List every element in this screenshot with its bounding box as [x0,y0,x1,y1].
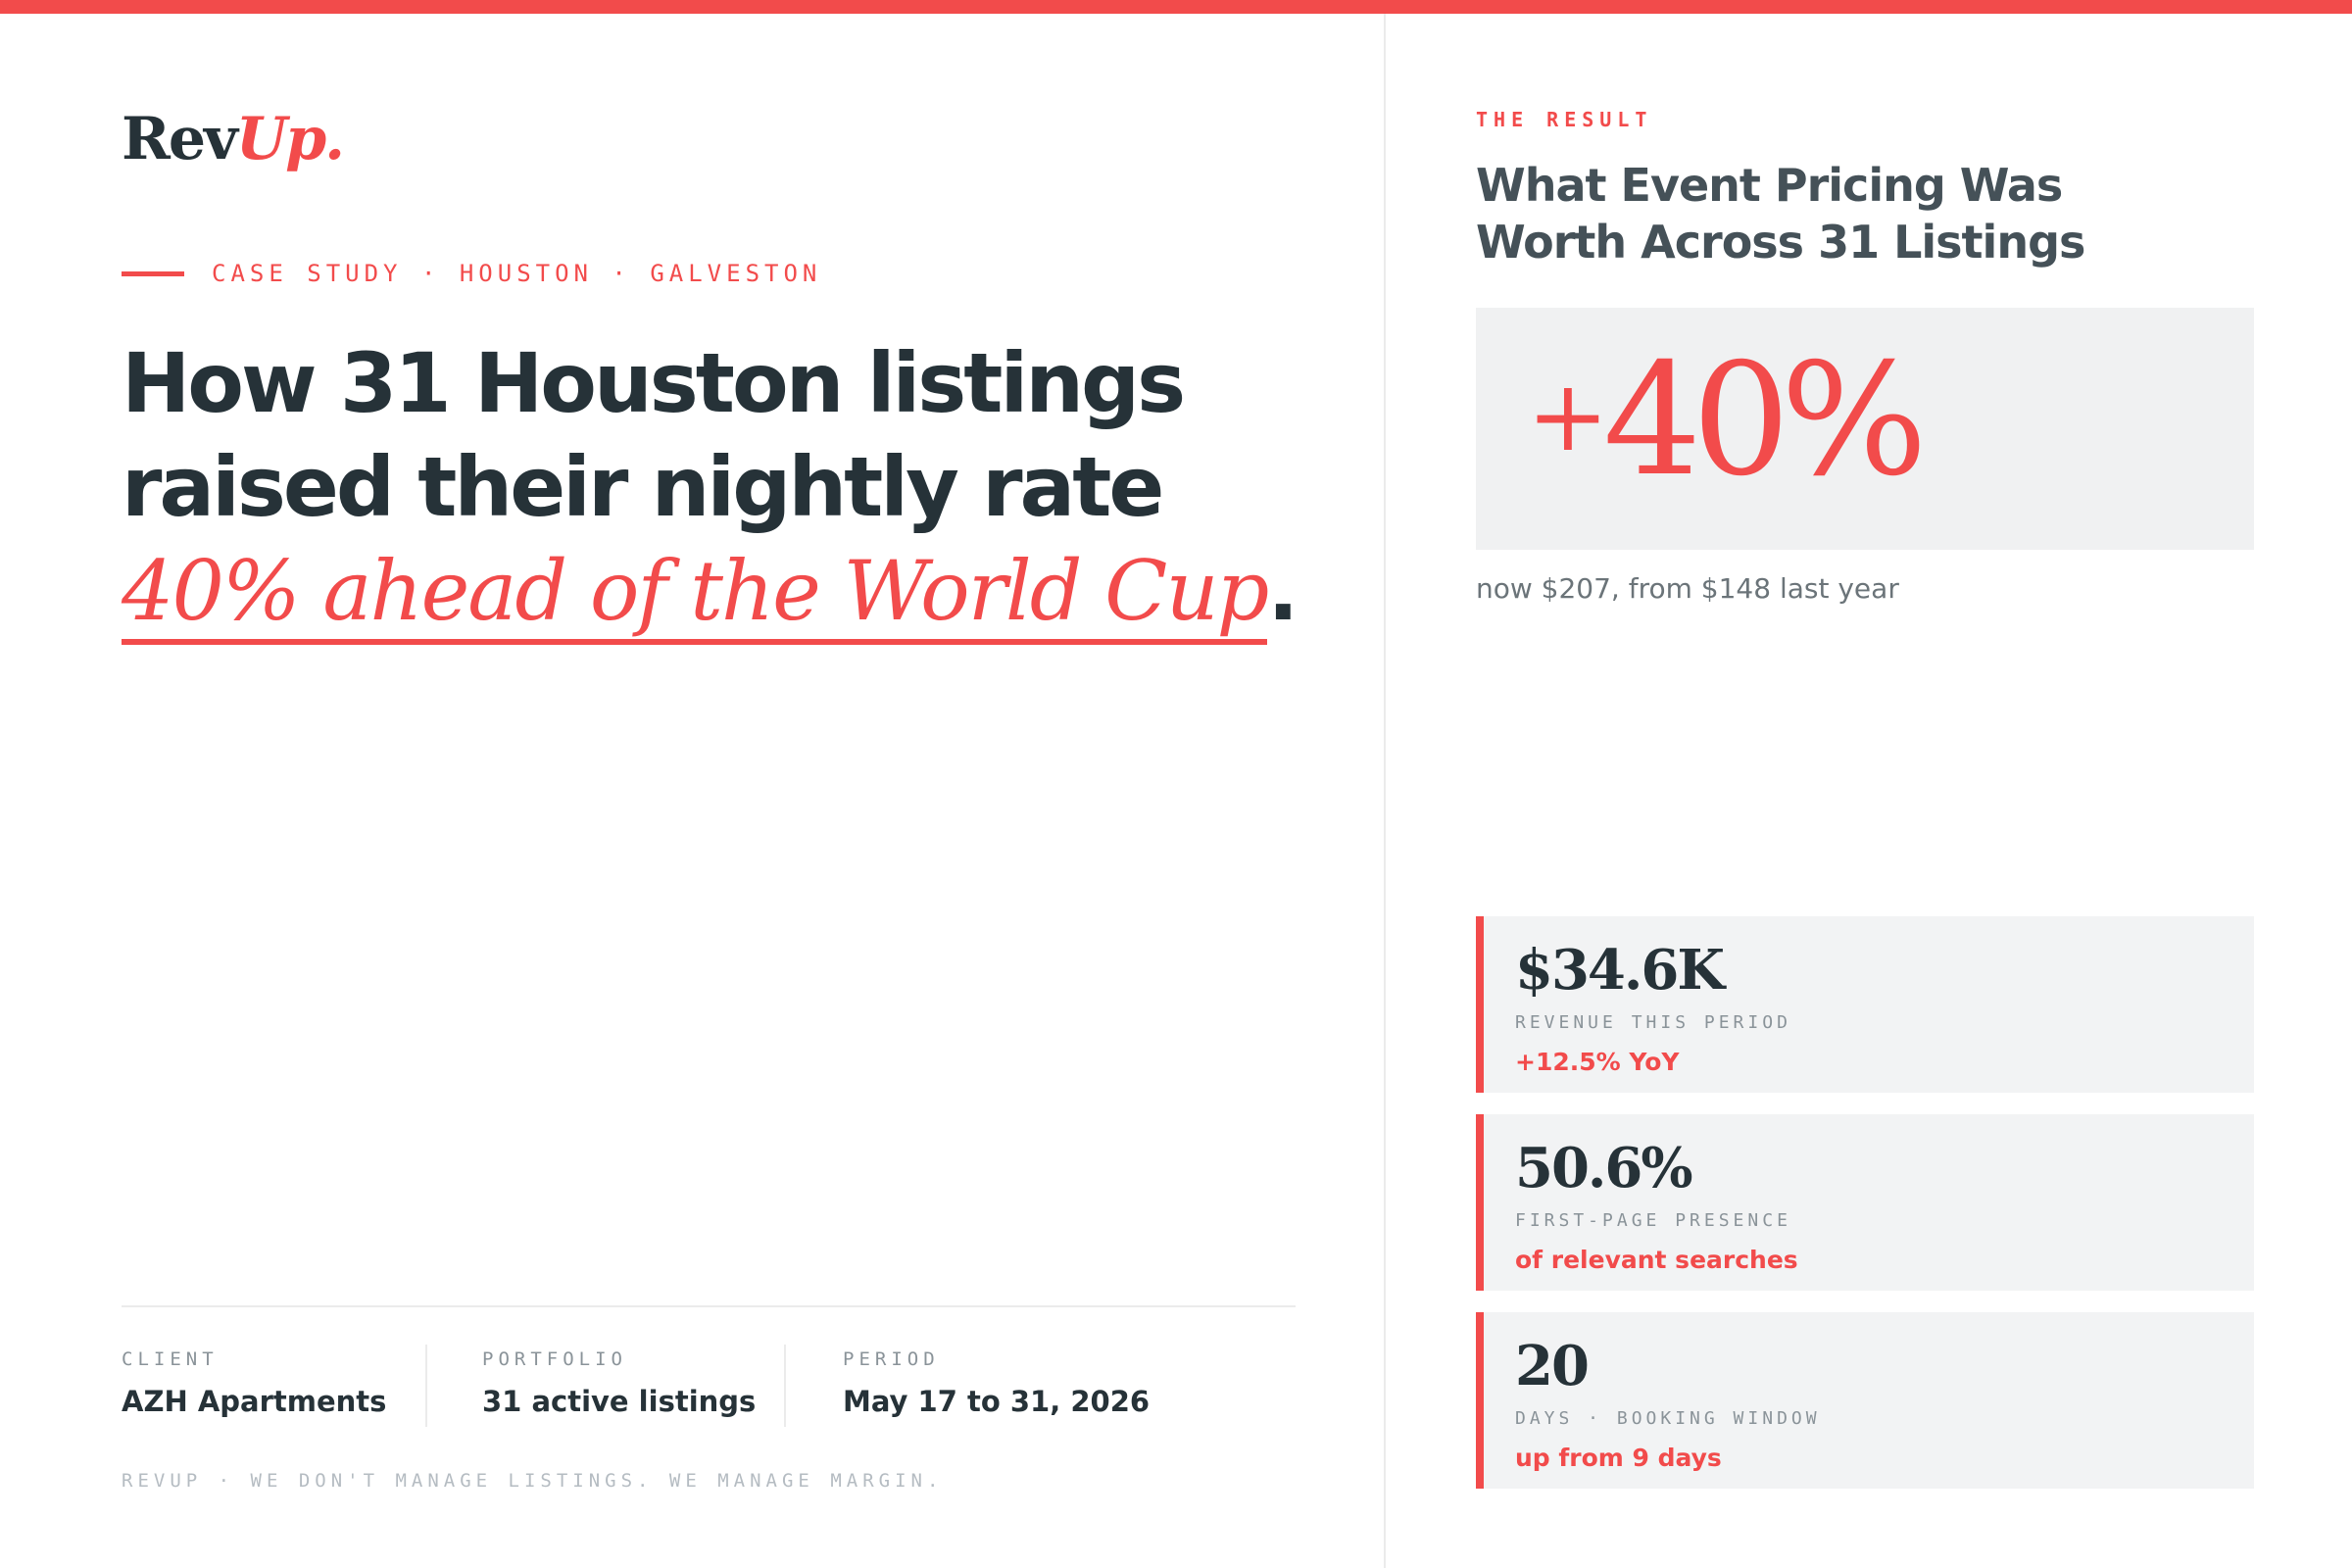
meta-portfolio: PORTFOLIO 31 active listings [425,1345,784,1427]
result-title: What Event Pricing Was Worth Across 31 L… [1476,159,2085,269]
eyebrow-text: CASE STUDY · HOUSTON · GALVESTON [212,260,822,287]
stat-card-value: 50.6% [1515,1136,1693,1200]
headline-stat: +40% [1527,343,1928,498]
headline-stat-panel: +40% [1476,308,2254,550]
stat-card-presence: 50.6% FIRST-PAGE PRESENCE of relevant se… [1476,1114,2254,1291]
stat-plus-sign: + [1527,359,1609,473]
stat-value: 40% [1602,330,1928,511]
meta-value: 31 active listings [482,1385,757,1418]
headline-stat-caption: now $207, from $148 last year [1476,572,1899,605]
meta-divider [122,1305,1296,1307]
top-accent-bar [0,0,2352,14]
stat-card-booking-window: 20 DAYS · BOOKING WINDOW up from 9 days [1476,1312,2254,1489]
brand-logo: RevUp. [122,110,345,169]
stat-card-revenue: $34.6K REVENUE THIS PERIOD +12.5% YoY [1476,916,2254,1093]
meta-client: CLIENT AZH Apartments [122,1345,425,1427]
meta-value: May 17 to 31, 2026 [843,1385,1151,1418]
headline-period: . [1267,543,1298,639]
stat-card-label: DAYS · BOOKING WINDOW [1515,1408,1821,1429]
stat-card-note: up from 9 days [1515,1444,1722,1472]
stat-card-note: +12.5% YoY [1515,1048,1680,1076]
meta-period: PERIOD May 17 to 31, 2026 [784,1345,1176,1427]
footer-tagline: REVUP · WE DON'T MANAGE LISTINGS. WE MAN… [122,1470,944,1492]
stat-card-label: FIRST-PAGE PRESENCE [1515,1210,1791,1231]
stat-card-label: REVENUE THIS PERIOD [1515,1012,1791,1033]
headline-accent: 40% ahead of the World Cup [122,543,1269,645]
case-study-eyebrow: CASE STUDY · HOUSTON · GALVESTON [122,259,821,288]
logo-main: Rev [122,105,238,173]
headline-text: How 31 Houston listings raised their nig… [122,335,1186,535]
meta-label: CLIENT [122,1348,219,1370]
eyebrow-rule [122,270,184,276]
meta-value: AZH Apartments [122,1385,387,1418]
stat-card-value: $34.6K [1515,938,1725,1003]
column-divider [1384,14,1386,1568]
logo-accent: Up. [235,105,345,173]
stat-card-value: 20 [1515,1334,1590,1398]
meta-label: PORTFOLIO [482,1348,627,1370]
page-headline: How 31 Houston listings raised their nig… [122,331,1317,645]
meta-label: PERIOD [843,1348,940,1370]
stat-card-note: of relevant searches [1515,1246,1798,1274]
result-eyebrow: THE RESULT [1476,108,1653,131]
